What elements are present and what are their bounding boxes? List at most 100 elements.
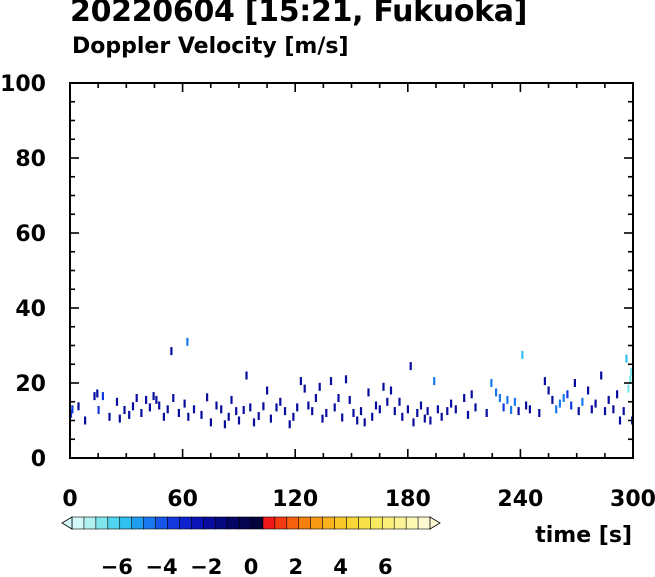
y-tick-label: 40 [15, 297, 46, 322]
colorbar-label: 0 [244, 555, 259, 577]
colorbar [61, 516, 441, 530]
data-point [463, 394, 466, 402]
data-point [454, 405, 457, 414]
data-point [131, 402, 135, 411]
data-point [172, 394, 175, 402]
data-point [77, 402, 80, 411]
data-point [416, 409, 419, 417]
data-point [177, 409, 180, 417]
data-point [555, 405, 558, 414]
colorbar-segment [155, 516, 168, 530]
data-point [162, 412, 165, 421]
colorbar-segment [83, 516, 97, 530]
data-point [292, 412, 295, 421]
data-point [303, 384, 306, 393]
axis-ticks [69, 82, 634, 459]
data-points [69, 337, 634, 429]
colorbar-segment [393, 516, 407, 530]
chart-title: 20220604 [15:21, Fukuoka] [70, 0, 528, 29]
x-tick-label: 240 [497, 487, 543, 512]
data-point [230, 395, 233, 404]
data-point [296, 403, 299, 412]
colorbar-segment [131, 516, 145, 530]
colorbar-segment [202, 516, 216, 530]
data-point [192, 405, 196, 414]
data-point [543, 377, 546, 386]
data-point [506, 395, 509, 404]
data-point [378, 405, 381, 414]
data-point [97, 406, 100, 414]
data-point [450, 399, 453, 408]
data-point [93, 392, 96, 401]
data-point [108, 412, 111, 421]
data-point [186, 337, 189, 346]
data-point [187, 412, 190, 421]
data-point [325, 409, 328, 417]
data-point [237, 416, 241, 425]
x-tick-label: 0 [62, 487, 77, 512]
colorbar-segment [310, 516, 324, 530]
data-point [275, 403, 278, 412]
data-point [513, 397, 516, 406]
y-tick-label: 20 [15, 372, 46, 397]
data-point [269, 414, 272, 423]
y-tick-label: 80 [15, 147, 46, 172]
x-tick-label: 60 [167, 487, 198, 512]
data-point [101, 392, 104, 401]
data-point [115, 397, 119, 406]
data-point [517, 407, 520, 416]
data-point [140, 409, 143, 417]
data-point [166, 405, 169, 414]
colorbar-segment [238, 516, 252, 530]
colorbar-segment [143, 516, 157, 530]
data-point [128, 410, 131, 419]
data-point [551, 395, 554, 404]
colorbar-segment [71, 516, 85, 530]
data-point [245, 371, 248, 380]
data-point [423, 414, 426, 423]
data-point [96, 389, 99, 398]
data-point [398, 397, 401, 406]
x-tick-labels: 0 60 120 180 240 300 [62, 487, 655, 512]
colorbar-labels: −6 −4 −2 0 2 4 6 [101, 555, 393, 577]
data-point [367, 388, 370, 397]
y-tick-label: 60 [15, 222, 46, 247]
data-point [329, 377, 333, 386]
colorbar-label: 4 [333, 555, 348, 577]
data-point [341, 413, 344, 422]
data-point [311, 407, 314, 416]
data-point [84, 416, 87, 425]
data-point [145, 395, 148, 404]
colorbar-segment [334, 516, 347, 530]
data-point [266, 386, 269, 395]
colorbar-segment [214, 516, 228, 530]
data-point [348, 395, 351, 404]
data-point [344, 375, 348, 384]
data-point [363, 418, 366, 427]
data-point [490, 379, 493, 387]
colorbar-segment [358, 516, 371, 530]
data-point [209, 418, 212, 427]
data-point [419, 401, 423, 410]
data-point [570, 401, 573, 410]
data-point [612, 405, 615, 414]
colorbar-segment [179, 516, 192, 530]
data-point [558, 399, 561, 408]
data-point [155, 395, 158, 404]
data-point [521, 350, 524, 359]
data-point [607, 395, 610, 404]
y-tick-label: 100 [0, 72, 46, 97]
data-point [262, 402, 265, 411]
data-point [618, 416, 622, 425]
data-point [227, 412, 230, 421]
data-point [393, 407, 396, 416]
data-point [118, 414, 121, 423]
data-point [577, 407, 580, 416]
data-point [352, 409, 355, 417]
data-point [382, 382, 385, 391]
colorbar-segment [250, 516, 264, 530]
data-point [318, 382, 321, 391]
data-point [158, 401, 161, 410]
data-point [627, 384, 630, 393]
